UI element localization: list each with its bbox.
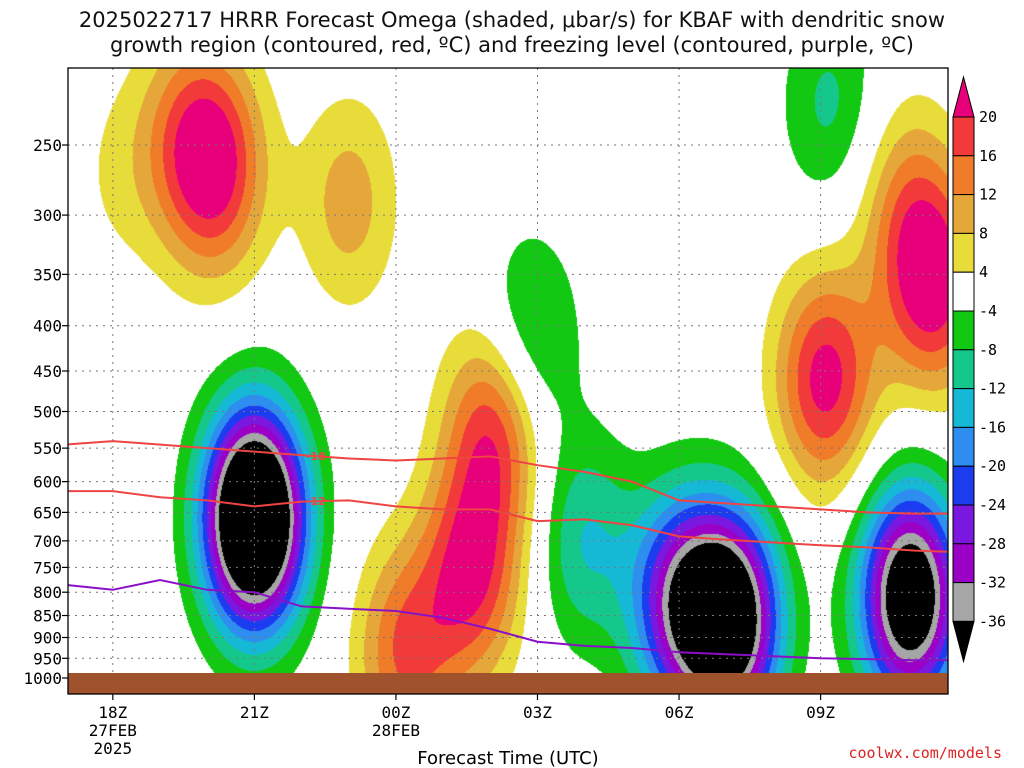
colorbar-box-1 [952, 116, 975, 157]
y-tick-label-800: 800 [33, 583, 62, 602]
colorbar-label-10: -24 [979, 496, 1006, 514]
y-tick-label-750: 750 [33, 558, 62, 577]
colorbar-box-5 [952, 271, 975, 312]
omega-heatmap [68, 68, 948, 673]
colorbar-cap-bottom [952, 620, 975, 664]
y-tick-label-300: 300 [33, 206, 62, 225]
x-tick-label-09Z: 09Z [806, 703, 835, 722]
y-tick-label-950: 950 [33, 649, 62, 668]
colorbar-label-4: 4 [979, 263, 988, 281]
contour-label-1: -18 [306, 450, 326, 463]
colorbar-label-12: -32 [979, 574, 1006, 592]
colorbar-box-3 [952, 194, 975, 234]
y-tick-label-250: 250 [33, 136, 62, 155]
ground-bar [68, 673, 948, 694]
colorbar-label-5: -4 [979, 302, 997, 320]
y-tick-label-400: 400 [33, 317, 62, 336]
credit-link[interactable]: coolwx.com/models [848, 744, 1002, 762]
colorbar-box-6 [952, 310, 975, 351]
x-tick-date-00Z: 28FEB [372, 721, 420, 740]
y-tick-label-650: 650 [33, 503, 62, 522]
x-tick-year-18Z: 2025 [94, 739, 133, 758]
y-tick-label-600: 600 [33, 473, 62, 492]
colorbar-label-6: -8 [979, 341, 997, 359]
colorbar-box-4 [952, 232, 975, 273]
contour-lines [68, 440, 948, 662]
contour-line-3 [68, 578, 948, 662]
colorbar-label-8: -16 [979, 418, 1006, 436]
colorbar-label-3: 8 [979, 224, 988, 242]
plot-frame [67, 67, 949, 695]
colorbar-label-1: 16 [979, 147, 997, 165]
colorbar-box-11 [952, 504, 975, 545]
colorbar-box-13 [952, 582, 975, 622]
colorbar-box-7 [952, 349, 975, 390]
contour-line-2 [68, 490, 948, 553]
y-tick-label-500: 500 [33, 403, 62, 422]
y-axis: 250 300 350 400 450 500 550 600 650 700 750 800 850 9… [23, 136, 68, 688]
grid [68, 68, 948, 673]
contour-labels: -18 -12 [306, 450, 326, 508]
x-tick-label-00Z: 00Z [381, 703, 410, 722]
colorbar-label-11: -28 [979, 535, 1006, 553]
x-tick-label-06Z: 06Z [665, 703, 694, 722]
title-line-1: 2025022717 HRRR Forecast Omega (shaded, … [78, 8, 946, 32]
y-tick-label-550: 550 [33, 439, 62, 458]
colorbar-box-9 [952, 426, 975, 467]
y-tick-label-1000: 1000 [23, 669, 62, 688]
x-tick-label-18Z: 18Z [98, 703, 127, 722]
y-tick-label-350: 350 [33, 265, 62, 284]
colorbar-label-13: -36 [979, 612, 1006, 630]
colorbar-label-7: -12 [979, 380, 1006, 398]
title-line-2: growth region (contoured, red, ºC) and f… [110, 33, 914, 57]
colorbar-box-10 [952, 465, 975, 506]
x-tick-label-03Z: 03Z [523, 703, 552, 722]
colorbar-box-2 [952, 155, 975, 196]
y-tick-label-900: 900 [33, 628, 62, 647]
colorbar-label-9: -20 [979, 457, 1006, 475]
x-tick-label-21Z: 21Z [240, 703, 269, 722]
contour-line-1 [68, 440, 948, 515]
x-tick-date-18Z: 27FEB [89, 721, 137, 740]
y-tick-label-850: 850 [33, 607, 62, 626]
colorbar-label-2: 12 [979, 186, 997, 204]
y-tick-label-700: 700 [33, 532, 62, 551]
colorbar-cap-top [952, 75, 975, 118]
chart-title: 2025022717 HRRR Forecast Omega (shaded, … [0, 8, 1024, 58]
colorbar: 20 16 12 8 4 -4 -8 -12 -16 -20 -24 -28 -32 -36 [952, 75, 1006, 664]
colorbar-label-0: 20 [979, 108, 997, 126]
x-axis-label: Forecast Time (UTC) [417, 748, 598, 768]
colorbar-box-12 [952, 543, 975, 584]
colorbar-box-8 [952, 388, 975, 428]
contour-label-2: -12 [306, 495, 326, 508]
y-tick-label-450: 450 [33, 362, 62, 381]
